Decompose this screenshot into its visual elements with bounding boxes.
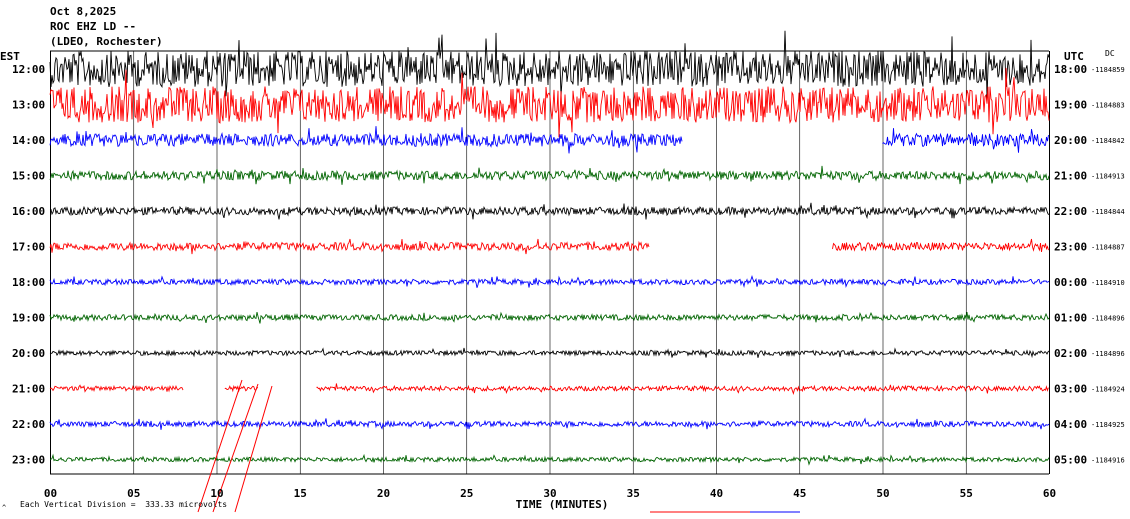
x-tick-label: 35	[627, 487, 640, 500]
est-hour-label: 20:00	[12, 347, 45, 360]
x-tick-label: 15	[294, 487, 307, 500]
dc-offset-label: -1184925	[1091, 421, 1125, 429]
x-tick-label: 25	[460, 487, 473, 500]
x-tick-label: 00	[44, 487, 57, 500]
trace-line	[49, 67, 1050, 138]
glitch-line	[234, 385, 273, 513]
trace-line	[49, 384, 184, 393]
corner-mark: ^	[2, 504, 7, 512]
scale-text: Each Vertical Division = 333.33 microvol…	[20, 500, 228, 509]
x-tick-label: 10	[210, 487, 223, 500]
trace-line	[49, 30, 1050, 99]
est-hour-label: 22:00	[12, 418, 45, 431]
axis-labels: 00 05 10 15 20 25 30 35 40 45 50 55 60 TIME (MINUTES)…	[12, 63, 1125, 511]
trace-line	[49, 238, 650, 255]
x-axis-label: TIME (MINUTES)	[516, 498, 609, 511]
dc-label: DC	[1105, 49, 1115, 58]
trace-line	[49, 417, 1050, 430]
x-tick-label: 30	[543, 487, 556, 500]
trace-line	[49, 202, 1050, 220]
utc-hour-label: 23:00	[1054, 241, 1087, 254]
est-hour-label: 23:00	[12, 454, 45, 467]
x-tick-label: 40	[710, 487, 723, 500]
glitch-line	[197, 379, 243, 513]
glitch-line	[212, 383, 259, 513]
grid-lines	[50, 50, 1050, 475]
x-tick-label: 45	[793, 487, 806, 500]
dc-offset-label: -1184859	[1091, 66, 1125, 74]
dc-offset-label: -1184916	[1091, 457, 1125, 465]
est-hour-label: 15:00	[12, 170, 45, 183]
est-label: EST	[0, 50, 20, 63]
est-hour-label: 21:00	[12, 383, 45, 396]
trace-line	[316, 383, 1049, 396]
est-hour-label: 14:00	[12, 134, 45, 147]
dc-offset-label: -1184842	[1091, 137, 1125, 145]
x-tick-label: 05	[127, 487, 140, 500]
utc-hour-label: 19:00	[1054, 99, 1087, 112]
utc-hour-label: 20:00	[1054, 134, 1087, 147]
header-date: Oct 8,2025	[50, 5, 117, 18]
trace-group	[49, 30, 1050, 466]
dc-offset-label: -1184887	[1091, 244, 1125, 252]
glitch-lines	[197, 379, 800, 513]
trace-line	[49, 165, 1050, 185]
est-hour-label: 16:00	[12, 205, 45, 218]
dc-offset-label: -1184896	[1091, 350, 1125, 358]
trace-line	[832, 238, 1049, 252]
dc-offset-label: -1184883	[1091, 102, 1125, 110]
header-station: ROC EHZ LD --	[50, 20, 137, 33]
utc-hour-label: 02:00	[1054, 347, 1087, 360]
trace-line	[224, 384, 259, 393]
trace-line	[49, 275, 1050, 288]
trace-line	[882, 128, 1049, 153]
est-hour-label: 19:00	[12, 312, 45, 325]
trace-line	[49, 347, 1050, 359]
dc-offset-label: -1184924	[1091, 386, 1125, 394]
header-network: (LDEO, Rochester)	[50, 35, 163, 48]
utc-hour-label: 22:00	[1054, 205, 1087, 218]
trace-line	[49, 453, 1050, 466]
utc-hour-label: 03:00	[1054, 383, 1087, 396]
dc-offset-label: -1184896	[1091, 315, 1125, 323]
utc-hour-label: 00:00	[1054, 276, 1087, 289]
x-tick-label: 55	[960, 487, 973, 500]
utc-label: UTC	[1064, 50, 1084, 63]
est-hour-label: 12:00	[12, 63, 45, 76]
est-hour-label: 18:00	[12, 276, 45, 289]
dc-offset-label: -1184910	[1091, 279, 1125, 287]
utc-hour-label: 21:00	[1054, 170, 1087, 183]
est-hour-label: 17:00	[12, 241, 45, 254]
utc-hour-label: 18:00	[1054, 63, 1087, 76]
x-tick-label: 60	[1043, 487, 1056, 500]
utc-hour-label: 05:00	[1054, 454, 1087, 467]
dc-offset-label: -1184844	[1091, 208, 1125, 216]
utc-hour-label: 01:00	[1054, 312, 1087, 325]
utc-hour-label: 04:00	[1054, 418, 1087, 431]
dc-offset-label: -1184913	[1091, 173, 1125, 181]
trace-line	[49, 311, 1050, 324]
x-tick-label: 20	[377, 487, 390, 500]
x-tick-label: 50	[876, 487, 889, 500]
est-hour-label: 13:00	[12, 99, 45, 112]
trace-line	[49, 126, 683, 154]
